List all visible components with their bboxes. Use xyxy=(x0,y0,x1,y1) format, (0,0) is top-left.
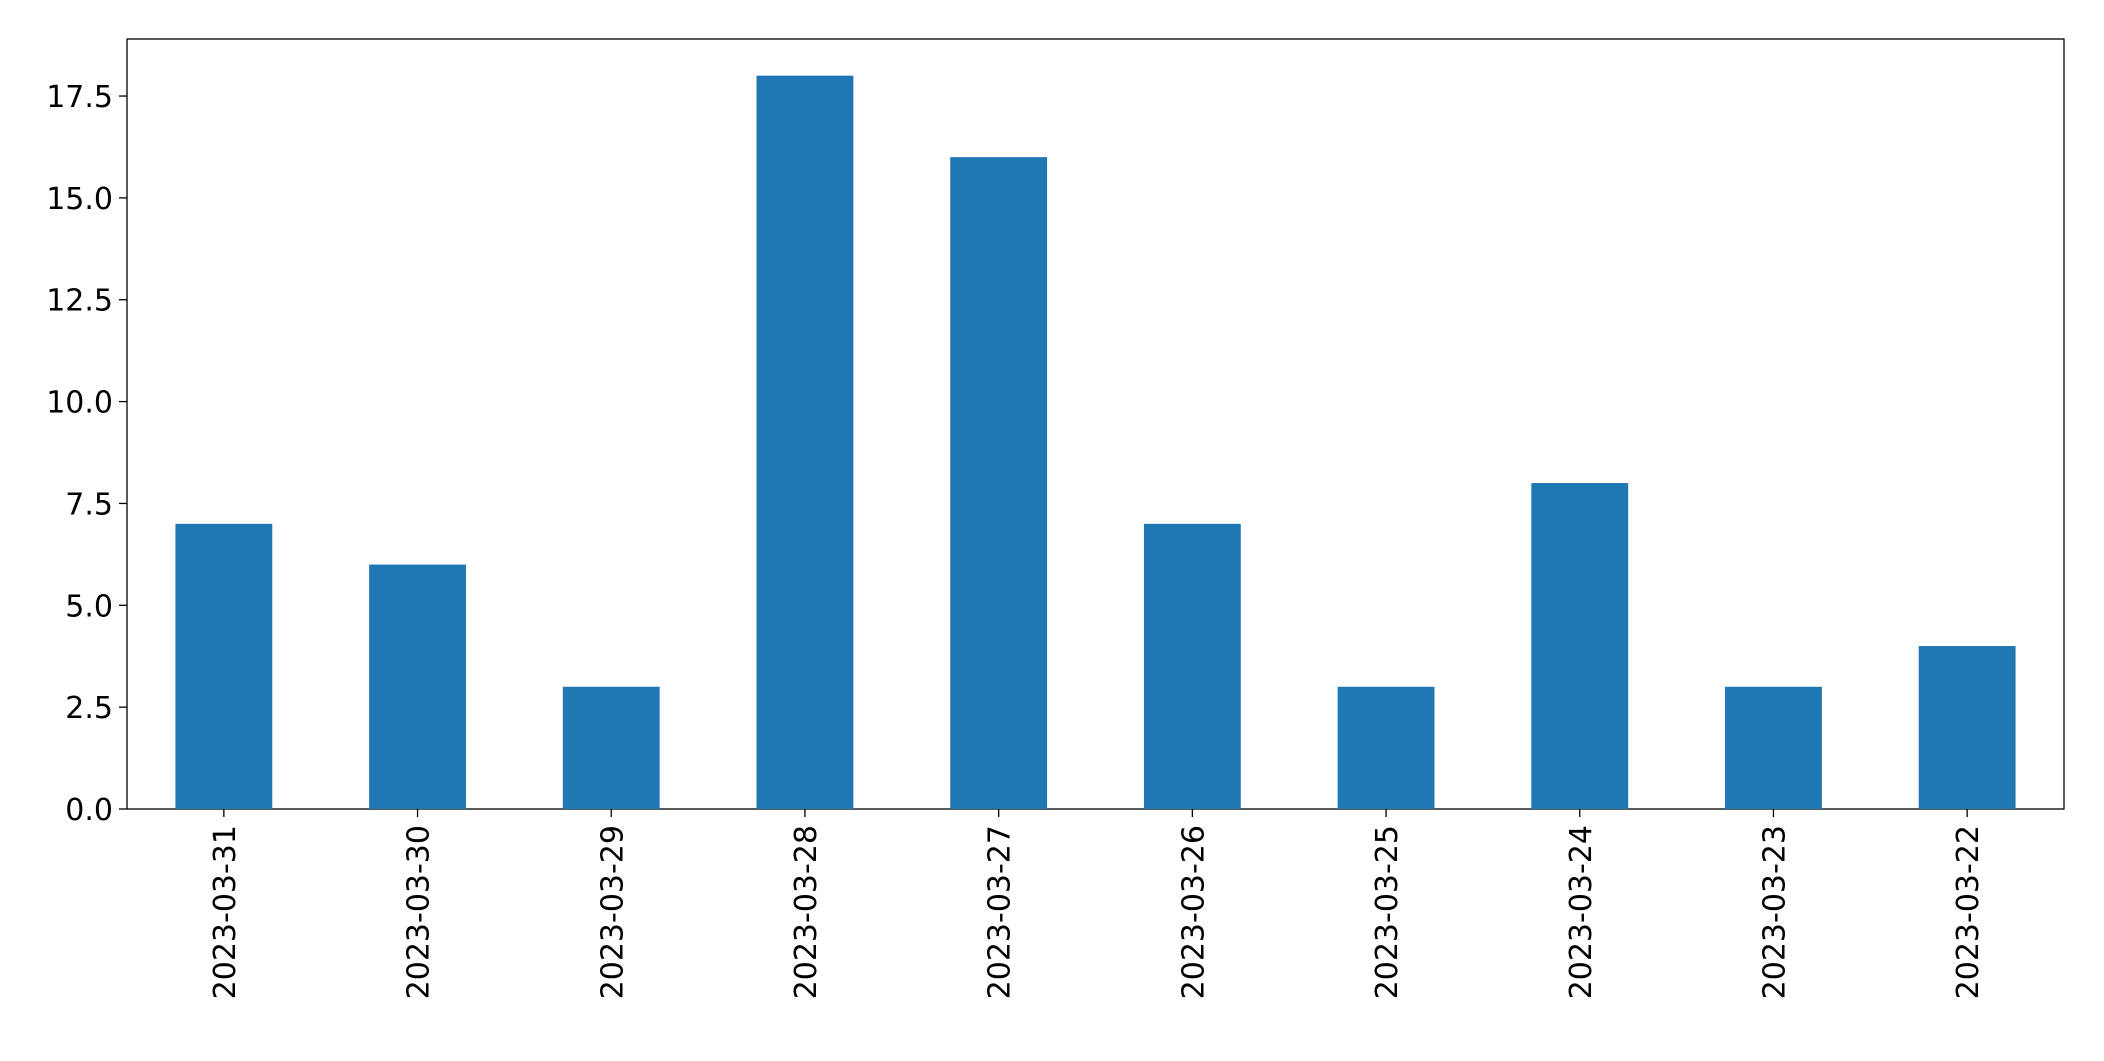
x-tick-label: 2023-03-30 xyxy=(402,825,437,999)
bar xyxy=(369,564,466,809)
x-tick-label: 2023-03-28 xyxy=(789,825,824,999)
plot-frame xyxy=(126,38,2065,810)
bar xyxy=(1143,523,1241,809)
bar xyxy=(950,157,1048,810)
bar xyxy=(1531,483,1629,809)
y-tick-label: 0.0 xyxy=(65,793,113,828)
y-tick-label: 15.0 xyxy=(46,182,113,217)
x-tick-label: 2023-03-24 xyxy=(1564,825,1599,999)
bar xyxy=(1918,646,2016,809)
y-tick-label: 2.5 xyxy=(65,691,113,726)
y-tick-label: 7.5 xyxy=(65,487,113,522)
bar xyxy=(1725,686,1822,809)
x-tick-label: 2023-03-31 xyxy=(208,825,243,999)
bar xyxy=(562,686,660,809)
y-tick-label: 10.0 xyxy=(46,386,113,421)
y-tick-label: 17.5 xyxy=(46,80,113,115)
x-tick-label: 2023-03-25 xyxy=(1370,825,1405,999)
x-tick-label: 2023-03-22 xyxy=(1951,825,1986,999)
bar xyxy=(175,523,273,809)
x-tick-label: 2023-03-23 xyxy=(1757,825,1792,999)
x-tick-label: 2023-03-26 xyxy=(1176,825,1211,999)
y-tick-label: 5.0 xyxy=(65,589,113,624)
x-tick-label: 2023-03-29 xyxy=(595,825,630,999)
bar xyxy=(1337,686,1435,809)
y-tick-label: 12.5 xyxy=(46,284,113,319)
x-tick-label: 2023-03-27 xyxy=(983,825,1018,999)
bar xyxy=(756,75,854,809)
